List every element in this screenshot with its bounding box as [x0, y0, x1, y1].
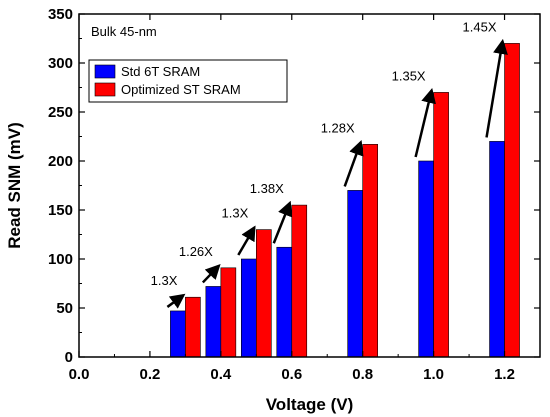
ratio-arrow-6 [485, 38, 508, 138]
y-tick-label-6: 300 [48, 55, 73, 72]
plot-frame [78, 13, 541, 358]
ratio-arrow-4 [343, 139, 364, 187]
y-tick-label-5: 250 [48, 104, 73, 121]
bar-optimized-st-4 [362, 144, 378, 358]
y-axis-title: Read SNM (mV) [5, 122, 24, 249]
ratio-label-3: 1.38X [250, 181, 284, 196]
bar-optimized-st-0 [185, 296, 201, 358]
ticks-layer: 0.0 0.2 0.4 0.6 0.8 1.0 1.2 0 50 100 150 200 250 300 3… [48, 6, 540, 383]
x-tick-label-2: 0.4 [210, 366, 232, 383]
y-tick-label-2: 100 [48, 251, 73, 268]
bar-std-6t-2 [241, 258, 257, 358]
ratio-arrow-5 [414, 87, 436, 158]
ratio-label-6: 1.45X [463, 19, 497, 34]
bar-optimized-st-2 [256, 229, 272, 358]
y-tick-label-1: 50 [56, 300, 73, 317]
bar-std-6t-1 [205, 286, 222, 358]
ratio-arrow-0 [166, 293, 186, 309]
bar-optimized-st-3 [291, 204, 308, 358]
x-axis-title: Voltage (V) [266, 395, 354, 414]
bar-std-6t-0 [170, 310, 186, 358]
ratio-arrow-1 [201, 264, 221, 284]
y-tick-label-3: 150 [48, 202, 73, 219]
legend-swatch-1 [94, 82, 116, 97]
chart-annotation: Bulk 45-nm [91, 24, 157, 39]
x-tick-label-4: 0.8 [352, 366, 373, 383]
y-tick-label-0: 0 [65, 349, 73, 366]
bar-optimized-st-5 [433, 92, 449, 358]
x-tick-label-1: 0.2 [139, 366, 160, 383]
ratio-arrow-3 [272, 200, 293, 244]
ratio-label-5: 1.35X [392, 68, 426, 83]
legend-label-0: Std 6T SRAM [121, 64, 200, 79]
x-tick-label-5: 1.0 [423, 366, 444, 383]
bar-optimized-st-6 [504, 43, 520, 358]
ratio-arrow-2 [237, 225, 256, 256]
y-tick-label-4: 200 [48, 153, 73, 170]
bars-layer [170, 43, 520, 358]
legend-box [88, 59, 288, 103]
x-tick-label-6: 1.2 [494, 366, 515, 383]
legend-label-1: Optimized ST SRAM [121, 82, 241, 97]
legend: Std 6T SRAM Optimized ST SRAM [88, 59, 288, 103]
bar-std-6t-4 [347, 190, 363, 358]
y-tick-label-7: 350 [48, 6, 73, 23]
ratio-label-0: 1.3X [151, 273, 178, 288]
bar-std-6t-6 [489, 141, 505, 358]
ratio-label-1: 1.26X [179, 244, 213, 259]
ratio-label-4: 1.28X [321, 120, 355, 135]
bar-optimized-st-1 [220, 267, 237, 358]
ratio-label-2: 1.3X [222, 206, 249, 221]
x-tick-label-3: 0.6 [281, 366, 302, 383]
x-tick-label-0: 0.0 [69, 366, 90, 383]
legend-swatch-0 [94, 64, 116, 79]
bar-std-6t-5 [418, 160, 434, 358]
bar-std-6t-3 [276, 246, 293, 358]
